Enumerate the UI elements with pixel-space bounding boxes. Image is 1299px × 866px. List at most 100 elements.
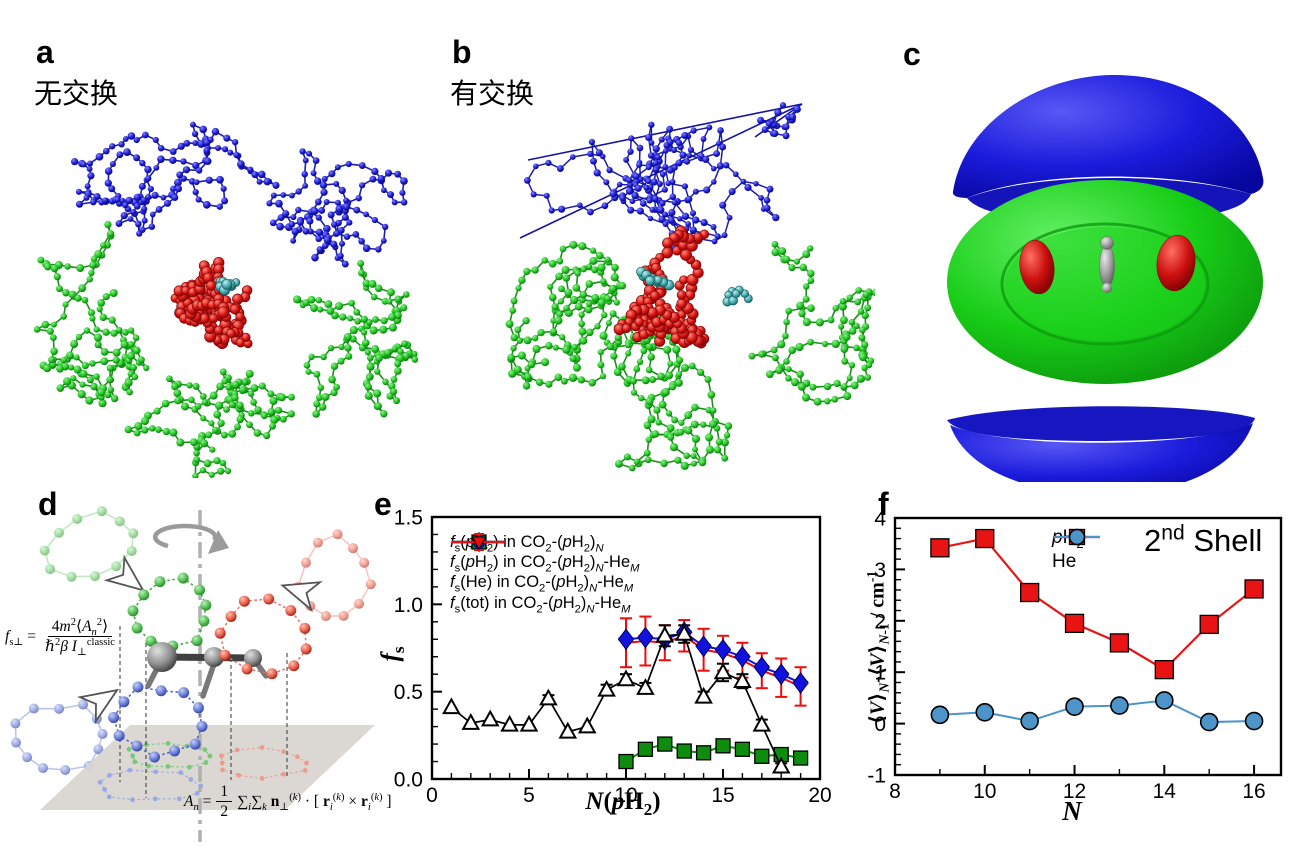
svg-text:4: 4 <box>874 508 886 531</box>
molecular-snapshot-with-exchange <box>505 102 875 472</box>
svg-text:1: 1 <box>874 662 886 685</box>
panel-d-label: d <box>38 486 58 522</box>
legend-label: fs(pH2) in CO2-(pH2)N-HeM <box>450 552 640 575</box>
red-central-cluster <box>613 225 710 349</box>
exchange-arrow-icon <box>76 688 120 725</box>
blue-polymer-cluster <box>266 148 408 268</box>
panel-e-chart: 0 5 10 15 20 0.0 0.5 1.0 1.5 N(pH2) fs fs(pH2) i… <box>377 490 850 866</box>
exchange-arrow-icon <box>103 554 145 592</box>
molecular-snapshot-no-exchange <box>33 121 419 478</box>
ring-polymer-diagram <box>10 506 376 842</box>
panel-a-snapshot <box>10 80 430 478</box>
green-polymer-cluster <box>505 240 627 390</box>
axis-ticks <box>894 517 1256 776</box>
red-ring-polymer <box>214 593 312 680</box>
svg-text:0: 0 <box>426 784 438 807</box>
density-isosurface-image <box>947 74 1264 482</box>
upper-blue-isosurface <box>952 74 1264 198</box>
blue-polymer-cluster <box>523 121 780 251</box>
gray-co2-axis-surface <box>1102 283 1112 293</box>
green-polymer-cluster <box>33 220 150 408</box>
svg-text:0.5: 0.5 <box>394 681 423 704</box>
svg-text:5: 5 <box>523 784 535 807</box>
eq1-fraction: 4m2⟨An2⟩ ℏ2β I⊥classic <box>41 617 119 659</box>
rotation-arrowhead-icon <box>208 530 229 554</box>
equation-superfluid-fraction: fs⊥ = 4m2⟨An2⟩ ℏ2β I⊥classic <box>5 617 119 659</box>
series-1 <box>618 736 809 770</box>
panel-b-label: b <box>452 34 472 70</box>
projected-red-ring <box>219 745 309 781</box>
legend-item: He <box>1052 528 1100 574</box>
f-x-axis-label: N <box>1062 796 1082 826</box>
green-polymer-cluster <box>293 259 419 418</box>
projected-blue-ring <box>97 767 204 803</box>
legend-marker-icon <box>452 533 506 551</box>
co2-molecule <box>147 642 262 672</box>
panel-d-diagram: fs⊥ = 4m2⟨An2⟩ ℏ2β I⊥classic An = 1 2 ∑i… <box>0 480 430 866</box>
svg-text:14: 14 <box>1153 780 1177 803</box>
cyan-bead-cluster <box>215 276 241 296</box>
eq1-numerator: 4m2⟨An2⟩ <box>47 617 113 638</box>
superfluid-fraction-plot: 0 5 10 15 20 0.0 0.5 1.0 1.5 <box>394 507 832 808</box>
svg-text:3: 3 <box>874 559 886 582</box>
faded-red-ring <box>293 529 376 622</box>
blue-ring-polymer <box>108 681 208 763</box>
panel-c-isosurface <box>875 20 1299 482</box>
faded-green-ring <box>39 506 139 582</box>
svg-text:20: 20 <box>808 784 831 807</box>
e-legend: fs(pH2) in CO2-(pH2)Nfs(pH2) in CO2-(pH2… <box>450 532 640 615</box>
legend-label: He <box>1052 551 1077 572</box>
tick-labels: 0 5 10 15 20 0.0 0.5 1.0 1.5 <box>394 507 832 808</box>
svg-text:0.0: 0.0 <box>394 769 423 792</box>
svg-text:15: 15 <box>711 784 734 807</box>
series-1 <box>930 691 1264 732</box>
series-0 <box>442 623 791 774</box>
f-y-axis-label: ⟨V⟩N-⟨V⟩N-1 / cm-1 <box>863 570 892 725</box>
axis-ticks <box>431 516 821 780</box>
eq2-denominator: 2 <box>220 803 229 821</box>
blue-polymer-cluster <box>71 121 280 237</box>
green-isosurface-ridge <box>1000 222 1210 346</box>
green-polymer-cluster <box>748 240 875 406</box>
panel-e-label: e <box>374 486 392 522</box>
panel-a-caption: 无交换 <box>34 78 119 109</box>
green-polymer-cluster <box>124 368 295 478</box>
eq2-lhs: An = <box>184 792 212 813</box>
svg-text:10: 10 <box>614 784 637 807</box>
series-0 <box>930 528 1264 680</box>
lower-blue-isosurface-lip <box>947 406 1255 441</box>
second-shell-annotation: 2nd Shell <box>1144 521 1263 558</box>
eq2-fraction: 1 2 <box>216 783 233 821</box>
rotation-arrow-icon <box>152 523 218 549</box>
svg-text:1.0: 1.0 <box>394 594 423 617</box>
svg-text:1.5: 1.5 <box>394 507 423 530</box>
svg-text:8: 8 <box>889 780 901 803</box>
equation-projected-area: An = 1 2 ∑i∑k n⊥(k) · [ ri(k) × ri(k) ] <box>184 783 392 821</box>
svg-text:10: 10 <box>973 780 996 803</box>
red-central-cluster <box>170 256 253 350</box>
svg-text:12: 12 <box>1063 780 1086 803</box>
legend-item: fs(tot) in CO2-(pH2)N-HeM <box>450 533 640 615</box>
legend-marker-icon <box>1054 528 1100 546</box>
plot-frame <box>893 516 1283 777</box>
eq1-denominator: ℏ2β I⊥classic <box>44 637 115 659</box>
eq2-rhs: ∑i∑k n⊥(k) · [ ri(k) × ri(k) ] <box>237 791 392 813</box>
panel-b-snapshot <box>425 75 875 487</box>
e-y-axis-label: fs <box>377 646 408 662</box>
legend-label: fs(tot) in CO2-(pH2)N-HeM <box>450 593 631 615</box>
e-x-axis-label: N(pH2) <box>585 788 661 819</box>
eq1-lhs: fs⊥ = <box>5 627 36 648</box>
gray-co2-axis-surface <box>1099 244 1115 288</box>
legend-label: fs(He) in CO2-(pH2)N-HeM <box>450 573 634 595</box>
panel-b-caption: 有交换 <box>450 78 535 109</box>
eq2-numerator: 1 <box>216 783 233 803</box>
legend-item: fs(He) in CO2-(pH2)N-HeM <box>450 532 640 595</box>
red-density-lobe <box>1019 239 1055 295</box>
svg-text:2: 2 <box>874 610 886 633</box>
svg-text:0: 0 <box>874 713 886 736</box>
svg-text:-1: -1 <box>867 765 886 788</box>
svg-text:16: 16 <box>1242 780 1265 803</box>
